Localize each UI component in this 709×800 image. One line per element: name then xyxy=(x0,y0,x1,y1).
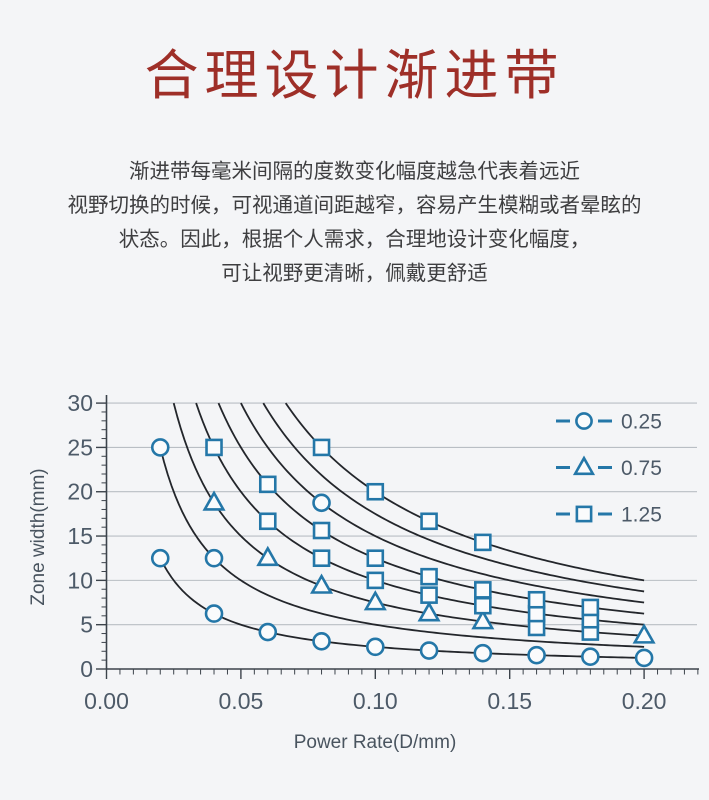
x-axis-title: Power Rate(D/mm) xyxy=(294,732,457,753)
square-marker xyxy=(420,586,438,604)
curve-add-1.75 xyxy=(262,402,645,593)
square-marker xyxy=(420,512,438,531)
y-tick-label: 30 xyxy=(67,390,93,416)
curve-add-0.50 xyxy=(159,447,645,648)
square-marker xyxy=(205,438,223,457)
legend-label: 1.25 xyxy=(621,504,662,527)
chart-area: 0 5 10 15 20 25 30 0.00 0.05 0.10 0.15 0.20 Power Ra… xyxy=(0,388,709,800)
triangle-marker xyxy=(310,573,334,594)
circle-marker xyxy=(204,548,224,568)
circle-marker xyxy=(258,622,278,642)
circle-marker xyxy=(150,548,170,568)
triangle-marker xyxy=(256,545,280,567)
square-marker xyxy=(474,596,492,615)
tick-labels: 0 5 10 15 20 25 30 0.00 0.05 0.10 0.15 0.20 xyxy=(67,390,666,714)
square-marker xyxy=(527,590,546,609)
square-marker xyxy=(312,549,331,568)
zone-width-vs-power-rate-chart: 0 5 10 15 20 25 30 0.00 0.05 0.10 0.15 0.20 Power Ra… xyxy=(28,390,699,753)
legend-label: 0.25 xyxy=(621,411,662,434)
y-axis-title: Zone width(mm) xyxy=(28,468,49,605)
square-marker xyxy=(258,475,277,494)
square-marker xyxy=(366,571,385,590)
intro-line-2: 视野切换的时候，可视通道间距越窄，容易产生模糊或者晕眩的 xyxy=(67,194,642,217)
square-marker xyxy=(312,438,331,457)
circle-marker xyxy=(204,604,224,623)
square-marker xyxy=(474,581,492,599)
triangle-marker xyxy=(417,601,441,622)
circle-marker xyxy=(419,641,439,660)
square-marker xyxy=(575,505,593,523)
square-marker xyxy=(258,512,277,531)
y-tick-label: 25 xyxy=(67,434,93,460)
triangle-marker xyxy=(363,590,387,611)
intro-line-3: 状态。因此，根据个人需求，合理地设计变化幅度， xyxy=(118,228,591,251)
circle-marker xyxy=(575,412,593,430)
intro-line-1: 渐进带每毫米间隔的度数变化幅度越急代表着远近 xyxy=(129,160,580,183)
circle-marker xyxy=(312,493,331,513)
y-tick-label: 10 xyxy=(67,567,93,593)
circle-marker xyxy=(150,438,170,457)
y-tick-label: 0 xyxy=(80,656,93,682)
curves xyxy=(159,402,645,659)
square-marker xyxy=(420,567,438,586)
x-tick-label: 0.15 xyxy=(487,688,532,714)
curve-add-2.00 xyxy=(284,402,645,582)
x-tick-label: 0.10 xyxy=(353,688,398,714)
legend-label: 0.75 xyxy=(621,457,662,480)
triangle-marker xyxy=(471,609,495,630)
legend-entry-0.25: 0.25 xyxy=(556,411,662,434)
square-marker xyxy=(366,482,385,501)
x-tick-label: 0.05 xyxy=(219,688,264,714)
triangle-marker xyxy=(572,455,596,476)
triangle-marker xyxy=(632,623,656,644)
circle-marker xyxy=(312,632,331,651)
circle-marker xyxy=(634,648,654,668)
page-title: 合理设计渐进带 xyxy=(144,46,565,106)
ticks xyxy=(96,402,699,679)
legend-entry-1.25: 1.25 xyxy=(556,504,662,527)
circle-marker xyxy=(581,647,600,666)
y-tick-label: 15 xyxy=(67,523,93,549)
markers xyxy=(150,438,656,668)
x-tick-label: 0.00 xyxy=(84,688,129,714)
intro-line-4: 可让视野更清晰，佩戴更舒适 xyxy=(221,262,488,285)
curve-add-1.50 xyxy=(240,402,645,604)
legend: 0.25 0.75 1.25 xyxy=(556,411,662,527)
circle-marker xyxy=(473,643,493,663)
y-tick-label: 5 xyxy=(80,612,93,638)
legend-entry-0.75: 0.75 xyxy=(556,455,662,480)
square-marker xyxy=(581,598,600,617)
curve-add-0.75 xyxy=(172,402,645,637)
y-tick-label: 20 xyxy=(67,479,93,505)
axes xyxy=(105,395,699,670)
circle-marker xyxy=(527,645,546,665)
square-marker xyxy=(474,533,492,552)
square-marker xyxy=(366,549,385,568)
triangle-marker xyxy=(202,490,226,511)
circle-marker xyxy=(365,637,385,657)
intro-paragraph: 渐进带每毫米间隔的度数变化幅度越急代表着远近 视野切换的时候，可视通道间距越窄，… xyxy=(0,155,709,291)
square-marker xyxy=(312,521,331,540)
curve-add-0.25 xyxy=(159,557,645,659)
x-tick-label: 0.20 xyxy=(622,688,667,714)
